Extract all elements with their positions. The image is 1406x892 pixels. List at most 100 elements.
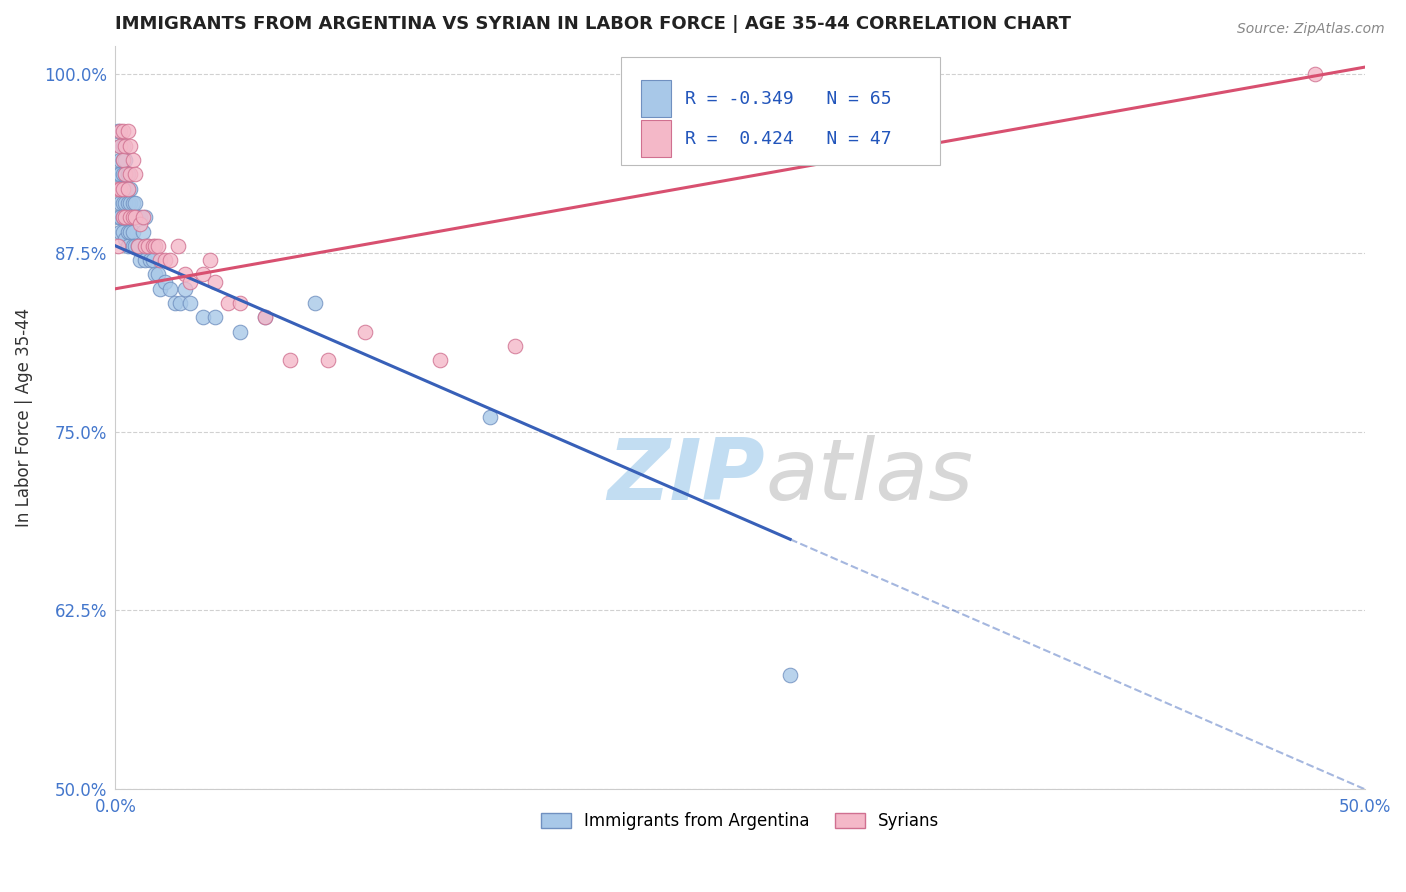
Point xyxy=(110,181,132,195)
Point xyxy=(149,253,172,268)
Point xyxy=(110,225,132,239)
Point xyxy=(124,196,146,211)
Point xyxy=(122,196,145,211)
Point xyxy=(117,124,139,138)
Text: atlas: atlas xyxy=(765,435,973,518)
Point xyxy=(111,153,134,167)
Point xyxy=(124,167,146,181)
Point xyxy=(110,138,132,153)
Legend: Immigrants from Argentina, Syrians: Immigrants from Argentina, Syrians xyxy=(534,805,946,837)
Point xyxy=(129,218,152,232)
Point xyxy=(132,225,155,239)
Point xyxy=(124,239,146,253)
Point xyxy=(120,181,142,195)
Point xyxy=(107,124,129,138)
Point xyxy=(107,181,129,195)
Point xyxy=(122,225,145,239)
Point xyxy=(229,325,252,339)
Point xyxy=(191,268,214,282)
Point xyxy=(110,196,132,211)
Point xyxy=(146,268,169,282)
Point xyxy=(254,310,277,325)
Text: R =  0.424   N = 47: R = 0.424 N = 47 xyxy=(685,130,891,148)
Point xyxy=(316,353,339,368)
Point xyxy=(114,167,136,181)
Point xyxy=(167,239,190,253)
Point xyxy=(127,239,149,253)
FancyBboxPatch shape xyxy=(641,80,672,117)
Point xyxy=(111,211,134,225)
Point xyxy=(1303,67,1326,81)
Point xyxy=(111,196,134,211)
Point xyxy=(117,196,139,211)
Point xyxy=(174,282,197,296)
Point xyxy=(117,167,139,181)
Point xyxy=(169,296,191,310)
Point xyxy=(111,211,134,225)
Point xyxy=(149,282,172,296)
Point xyxy=(120,138,142,153)
Point xyxy=(200,253,222,268)
Point xyxy=(145,268,167,282)
Point xyxy=(111,181,134,195)
Y-axis label: In Labor Force | Age 35-44: In Labor Force | Age 35-44 xyxy=(15,308,32,527)
Point xyxy=(114,167,136,181)
Point xyxy=(124,211,146,225)
Point xyxy=(132,211,155,225)
Point xyxy=(136,239,159,253)
Point xyxy=(429,353,451,368)
Point xyxy=(110,124,132,138)
Point xyxy=(117,181,139,195)
Point xyxy=(107,239,129,253)
Point xyxy=(120,167,142,181)
Point xyxy=(304,296,326,310)
Point xyxy=(117,211,139,225)
Point xyxy=(114,196,136,211)
Point xyxy=(204,310,226,325)
Point xyxy=(204,275,226,289)
Point xyxy=(111,124,134,138)
Point xyxy=(127,211,149,225)
Point xyxy=(114,211,136,225)
Point xyxy=(110,181,132,195)
Point xyxy=(159,282,181,296)
Point xyxy=(117,225,139,239)
Point xyxy=(120,196,142,211)
Point xyxy=(117,239,139,253)
Point xyxy=(110,153,132,167)
Point xyxy=(136,239,159,253)
Point xyxy=(179,296,201,310)
Point xyxy=(107,211,129,225)
Point xyxy=(114,181,136,195)
Point xyxy=(142,239,165,253)
Point xyxy=(503,339,526,353)
Point xyxy=(174,268,197,282)
Point xyxy=(114,153,136,167)
Point xyxy=(129,211,152,225)
Point xyxy=(254,310,277,325)
Text: ZIP: ZIP xyxy=(607,435,765,518)
Point xyxy=(191,310,214,325)
Point xyxy=(479,410,502,425)
Point xyxy=(110,167,132,181)
Point xyxy=(179,275,201,289)
Point xyxy=(217,296,239,310)
Point xyxy=(229,296,252,310)
Point xyxy=(146,239,169,253)
Point xyxy=(280,353,302,368)
Point xyxy=(122,211,145,225)
FancyBboxPatch shape xyxy=(641,120,672,157)
Point xyxy=(107,167,129,181)
Point xyxy=(155,253,177,268)
Point xyxy=(129,253,152,268)
Point xyxy=(134,253,156,268)
Point xyxy=(165,296,187,310)
Point xyxy=(127,239,149,253)
Point xyxy=(142,253,165,268)
Text: R = -0.349   N = 65: R = -0.349 N = 65 xyxy=(685,90,891,108)
Point xyxy=(124,211,146,225)
Point xyxy=(114,232,136,246)
Point xyxy=(122,211,145,225)
Point xyxy=(779,668,801,682)
Point xyxy=(159,253,181,268)
